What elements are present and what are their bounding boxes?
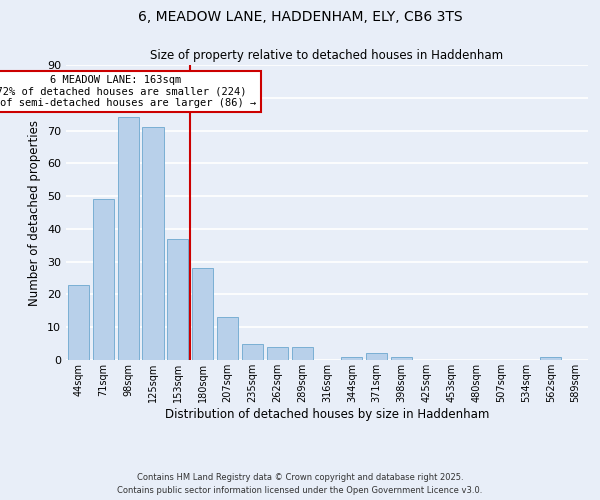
Bar xyxy=(192,268,213,360)
Bar xyxy=(118,118,139,360)
Bar xyxy=(366,354,387,360)
Bar xyxy=(540,356,561,360)
Bar xyxy=(341,356,362,360)
Text: 6 MEADOW LANE: 163sqm
← 72% of detached houses are smaller (224)
28% of semi-det: 6 MEADOW LANE: 163sqm ← 72% of detached … xyxy=(0,75,256,108)
X-axis label: Distribution of detached houses by size in Haddenham: Distribution of detached houses by size … xyxy=(165,408,489,420)
Bar xyxy=(267,347,288,360)
Text: 6, MEADOW LANE, HADDENHAM, ELY, CB6 3TS: 6, MEADOW LANE, HADDENHAM, ELY, CB6 3TS xyxy=(137,10,463,24)
Bar xyxy=(142,128,164,360)
Y-axis label: Number of detached properties: Number of detached properties xyxy=(28,120,41,306)
Bar xyxy=(93,200,114,360)
Bar xyxy=(68,284,89,360)
Title: Size of property relative to detached houses in Haddenham: Size of property relative to detached ho… xyxy=(151,50,503,62)
Bar xyxy=(242,344,263,360)
Bar xyxy=(167,238,188,360)
Text: Contains HM Land Registry data © Crown copyright and database right 2025.
Contai: Contains HM Land Registry data © Crown c… xyxy=(118,474,482,495)
Bar xyxy=(391,356,412,360)
Bar xyxy=(217,318,238,360)
Bar xyxy=(292,347,313,360)
